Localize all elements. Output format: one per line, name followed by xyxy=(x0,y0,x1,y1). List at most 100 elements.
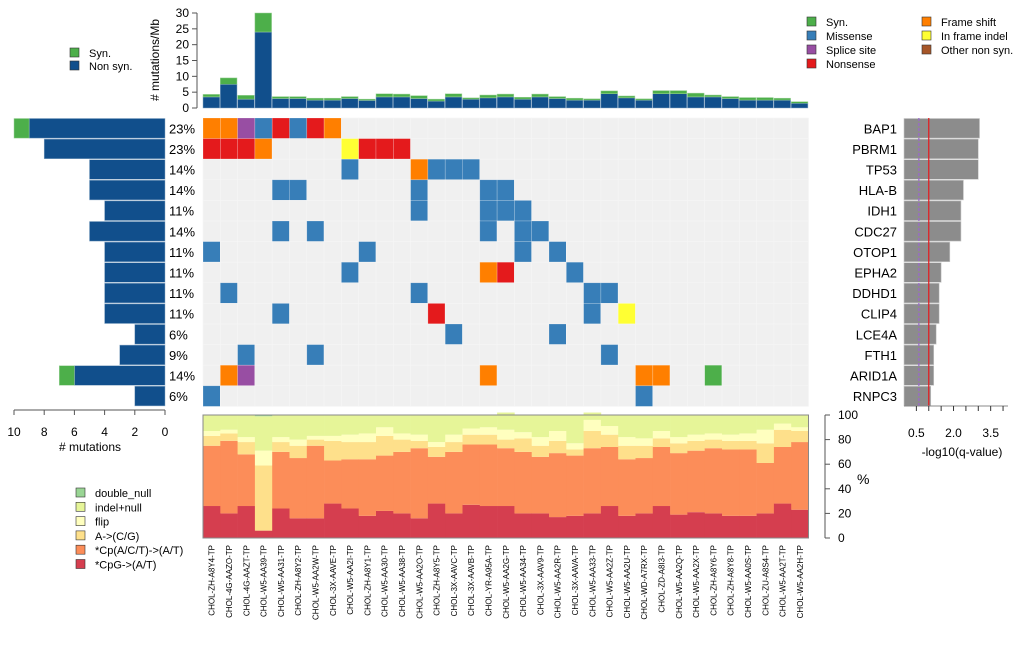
matrix-cell-missense xyxy=(341,261,359,284)
matrix-cell-empty xyxy=(444,303,463,325)
burden-bar-nonsyn xyxy=(704,96,722,109)
burden-y-tick-label: 5 xyxy=(182,85,189,99)
matrix-cell-empty xyxy=(738,158,757,181)
matrix-cell-empty xyxy=(496,220,515,242)
matrix-cell-empty xyxy=(289,241,308,263)
matrix-cell-missense xyxy=(427,158,446,181)
matrix-cell-empty xyxy=(721,385,740,407)
matrix-cell-empty xyxy=(531,261,550,284)
spectrum-segment-cp-a-c-t-a-t xyxy=(514,451,532,514)
sample-label: CHOL-W5-AA38-TP xyxy=(398,545,407,617)
matrix-cell-empty xyxy=(220,241,238,263)
burden-bar-syn xyxy=(444,93,463,98)
matrix-cell-empty xyxy=(531,282,550,304)
gene-count-x-tick-label: 6 xyxy=(71,425,78,439)
matrix-cell-empty xyxy=(687,220,706,242)
sample-label: CHOL-3X-AAVA-TP xyxy=(571,545,580,615)
spectrum-segment-flip xyxy=(203,430,221,436)
matrix-cell-empty xyxy=(721,323,740,345)
matrix-cell-empty xyxy=(392,117,411,139)
sample-label: CHOL-W5-AA2G-TP xyxy=(502,545,511,619)
spectrum-segment-flip xyxy=(272,437,290,443)
spectrum-segment-a-c-g xyxy=(549,440,567,454)
burden-bar-nonsyn xyxy=(496,96,515,109)
matrix-cell-empty xyxy=(341,323,359,345)
matrix-cell-empty xyxy=(202,200,221,222)
matrix-cell-empty xyxy=(635,323,654,345)
matrix-cell-empty xyxy=(565,282,584,304)
matrix-cell-empty xyxy=(410,117,429,139)
matrix-cell-empty xyxy=(289,385,308,407)
matrix-cell-missense xyxy=(271,303,290,325)
matrix-cell-empty xyxy=(756,261,775,284)
burden-bar-nonsyn xyxy=(739,99,757,109)
matrix-cell-empty xyxy=(358,364,377,387)
matrix-cell-empty xyxy=(721,220,740,242)
spectrum-segment-cpg-a-t xyxy=(272,508,290,538)
matrix-cell-empty xyxy=(289,261,308,284)
legend-swatch-mutation-type xyxy=(921,44,932,55)
matrix-cell-empty xyxy=(704,303,723,325)
matrix-cell-empty xyxy=(323,385,342,407)
burden-bar-nonsyn xyxy=(289,98,307,109)
matrix-cell-missense xyxy=(548,323,567,345)
matrix-cell-empty xyxy=(600,364,619,387)
spectrum-segment-indel-null xyxy=(479,415,498,428)
matrix-cell-missense xyxy=(271,179,290,201)
sample-label: CHOL-ZH-A8Y8-TP xyxy=(727,545,736,616)
matrix-cell-empty xyxy=(514,364,533,387)
matrix-cell-empty xyxy=(669,364,688,387)
matrix-cell-empty xyxy=(773,179,792,201)
matrix-cell-empty xyxy=(254,241,273,263)
matrix-cell-empty xyxy=(220,385,238,407)
matrix-cell-frame-shift xyxy=(635,364,654,387)
spectrum-segment-a-c-g xyxy=(791,430,809,443)
matrix-cell-empty xyxy=(341,220,359,242)
matrix-cell-empty xyxy=(548,117,567,139)
matrix-cell-empty xyxy=(565,344,584,366)
matrix-cell-empty xyxy=(565,323,584,345)
sample-label: CHOL-W5-AA33-TP xyxy=(588,545,597,617)
spectrum-segment-cpg-a-t xyxy=(497,506,515,538)
matrix-cell-missense xyxy=(514,220,533,242)
spectrum-y-tick-label: 0 xyxy=(838,531,845,545)
burden-bar-syn xyxy=(496,93,515,98)
spectrum-segment-flip xyxy=(583,419,602,431)
gene-percent-label: 6% xyxy=(169,389,188,404)
matrix-cell-empty xyxy=(531,117,550,139)
spectrum-segment-indel-null xyxy=(462,415,481,429)
matrix-cell-empty xyxy=(392,282,411,304)
matrix-cell-empty xyxy=(289,138,308,160)
spectrum-segment-indel-null xyxy=(358,415,377,434)
gene-count-x-axis-title: # mutations xyxy=(59,440,121,454)
burden-bar-nonsyn xyxy=(600,93,618,109)
matrix-cell-empty xyxy=(790,158,809,181)
qvalue-x-tick-label: 0.5 xyxy=(908,426,925,440)
burden-bar-syn xyxy=(358,98,376,101)
spectrum-segment-a-c-g xyxy=(670,443,688,454)
matrix-cell-empty xyxy=(617,282,636,304)
matrix-cell-empty xyxy=(773,220,792,242)
matrix-cell-empty xyxy=(756,303,775,325)
spectrum-segment-a-c-g xyxy=(306,439,325,446)
matrix-cell-empty xyxy=(306,241,325,263)
matrix-cell-empty xyxy=(617,179,636,201)
matrix-cell-frame-shift xyxy=(323,117,342,139)
matrix-cell-empty xyxy=(323,200,342,222)
matrix-cell-empty xyxy=(738,138,757,160)
matrix-cell-frame-shift xyxy=(410,158,429,181)
matrix-cell-empty xyxy=(652,385,671,407)
gene-count-bar-syn xyxy=(13,118,30,139)
matrix-cell-empty xyxy=(323,179,342,201)
matrix-cell-missense xyxy=(410,179,429,201)
matrix-cell-empty xyxy=(427,179,446,201)
matrix-cell-empty xyxy=(237,385,256,407)
matrix-cell-empty xyxy=(237,200,256,222)
matrix-cell-empty xyxy=(375,323,394,345)
matrix-cell-empty xyxy=(323,220,342,242)
spectrum-segment-indel-null xyxy=(739,415,757,434)
matrix-cell-empty xyxy=(583,117,602,139)
spectrum-segment-flip xyxy=(410,434,429,441)
matrix-cell-empty xyxy=(410,241,429,263)
